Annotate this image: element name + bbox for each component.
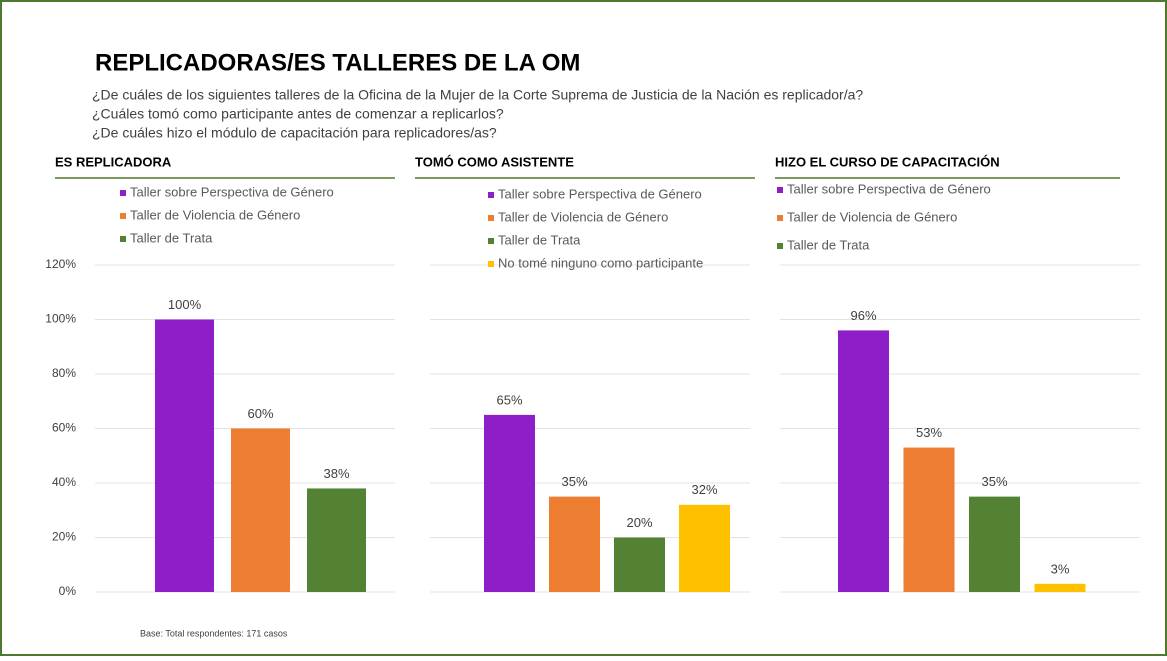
y-tick-label: 80% xyxy=(52,366,76,380)
value-label: 3% xyxy=(1051,561,1070,576)
legend-swatch xyxy=(120,190,126,196)
value-label: 53% xyxy=(916,425,942,440)
legend-swatch xyxy=(777,187,783,193)
value-label: 96% xyxy=(850,308,876,323)
legend-label: Taller sobre Perspectiva de Género xyxy=(130,184,334,199)
y-tick-label: 40% xyxy=(52,475,76,489)
legend-swatch xyxy=(120,213,126,219)
y-tick-label: 120% xyxy=(45,257,76,271)
bar xyxy=(549,496,600,592)
value-label: 38% xyxy=(323,466,349,481)
footnote: Base: Total respondentes: 171 casos xyxy=(140,628,288,638)
value-label: 32% xyxy=(691,482,717,497)
legend-label: Taller de Trata xyxy=(130,230,213,245)
legend-swatch xyxy=(488,238,494,244)
subtitle-line: ¿Cuáles tomó como participante antes de … xyxy=(92,106,504,122)
bar xyxy=(614,537,665,592)
bar xyxy=(838,330,889,592)
slide-title: REPLICADORAS/ES TALLERES DE LA OM xyxy=(95,49,580,76)
y-tick-label: 20% xyxy=(52,530,76,544)
legend-label: Taller de Violencia de Género xyxy=(498,209,668,224)
subtitle-line: ¿De cuáles hizo el módulo de capacitació… xyxy=(92,125,497,141)
bar xyxy=(679,504,730,592)
legend-swatch xyxy=(777,215,783,221)
legend-label: Taller de Trata xyxy=(787,237,870,252)
panel-title: HIZO EL CURSO DE CAPACITACIÓN xyxy=(775,154,1000,169)
y-tick-label: 60% xyxy=(52,421,76,435)
y-tick-label: 100% xyxy=(45,312,76,326)
legend-swatch xyxy=(488,215,494,221)
bar xyxy=(969,496,1020,592)
legend-label: Taller de Violencia de Género xyxy=(130,207,300,222)
legend-swatch xyxy=(488,261,494,267)
bar xyxy=(231,428,290,592)
bar xyxy=(1034,583,1086,592)
panel-title: ES REPLICADORA xyxy=(55,154,172,169)
legend-label: No tomé ninguno como participante xyxy=(498,255,703,270)
bar xyxy=(484,414,535,592)
bar xyxy=(903,447,955,592)
value-label: 20% xyxy=(626,515,652,530)
panel-title: TOMÓ COMO ASISTENTE xyxy=(415,154,574,169)
legend-label: Taller de Violencia de Género xyxy=(787,209,957,224)
bar xyxy=(307,488,366,592)
legend-label: Taller sobre Perspectiva de Género xyxy=(787,181,991,196)
value-label: 65% xyxy=(496,392,522,407)
value-label: 35% xyxy=(981,474,1007,489)
value-label: 60% xyxy=(247,406,273,421)
legend-swatch xyxy=(488,192,494,198)
legend-swatch xyxy=(777,243,783,249)
legend-label: Taller sobre Perspectiva de Género xyxy=(498,186,702,201)
legend-swatch xyxy=(120,236,126,242)
value-label: 100% xyxy=(168,297,202,312)
bar xyxy=(155,319,214,592)
value-label: 35% xyxy=(561,474,587,489)
subtitle-line: ¿De cuáles de los siguientes talleres de… xyxy=(92,87,863,103)
legend-label: Taller de Trata xyxy=(498,232,581,247)
y-tick-label: 0% xyxy=(59,584,77,598)
